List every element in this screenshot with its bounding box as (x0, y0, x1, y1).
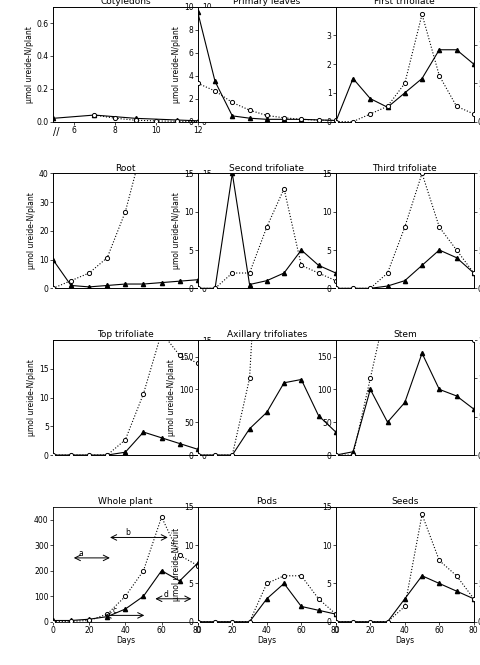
Y-axis label: μmol ureide-N/plant: μmol ureide-N/plant (167, 359, 176, 436)
Y-axis label: μmol ureide-N/plant: μmol ureide-N/plant (172, 26, 181, 102)
Title: Top trifoliate: Top trifoliate (97, 331, 154, 339)
X-axis label: Days: Days (257, 636, 276, 645)
Text: a: a (78, 549, 83, 558)
Text: d: d (163, 590, 168, 598)
Y-axis label: μmol ureide-N/fruit: μmol ureide-N/fruit (172, 527, 181, 601)
Text: c: c (112, 606, 117, 615)
Y-axis label: μmol ureide-N/plant: μmol ureide-N/plant (25, 26, 34, 102)
Y-axis label: μmol ureide-N/plant: μmol ureide-N/plant (172, 192, 181, 269)
Y-axis label: μmol ureide-N g⁻¹ fr. wt.: μmol ureide-N g⁻¹ fr. wt. (214, 188, 221, 273)
Title: Stem: Stem (392, 331, 416, 339)
Title: Root: Root (115, 164, 135, 173)
X-axis label: Days: Days (116, 636, 134, 645)
Y-axis label: μmol ureide-N g⁻¹ fr. wt.: μmol ureide-N g⁻¹ fr. wt. (214, 22, 221, 106)
Title: Seeds: Seeds (390, 497, 418, 506)
Title: First trifoliate: First trifoliate (373, 0, 434, 6)
Title: Third trifoliate: Third trifoliate (372, 164, 436, 173)
Text: //: // (53, 128, 60, 138)
Title: Whole plant: Whole plant (98, 497, 152, 506)
Title: Primary leaves: Primary leaves (233, 0, 300, 6)
X-axis label: Days: Days (395, 636, 413, 645)
Title: Axillary trifoliates: Axillary trifoliates (226, 331, 306, 339)
Title: Pods: Pods (256, 497, 276, 506)
Y-axis label: μmol ureide-N g⁻¹ fr. wt.: μmol ureide-N g⁻¹ fr. wt. (214, 355, 221, 440)
Y-axis label: μmol ureide-N/plant: μmol ureide-N/plant (27, 192, 36, 269)
Title: Second trifoliate: Second trifoliate (229, 164, 304, 173)
Y-axis label: μmol ureide-N/plant: μmol ureide-N/plant (27, 359, 36, 436)
Text: b: b (125, 529, 130, 537)
Title: Cotyledons: Cotyledons (100, 0, 150, 6)
